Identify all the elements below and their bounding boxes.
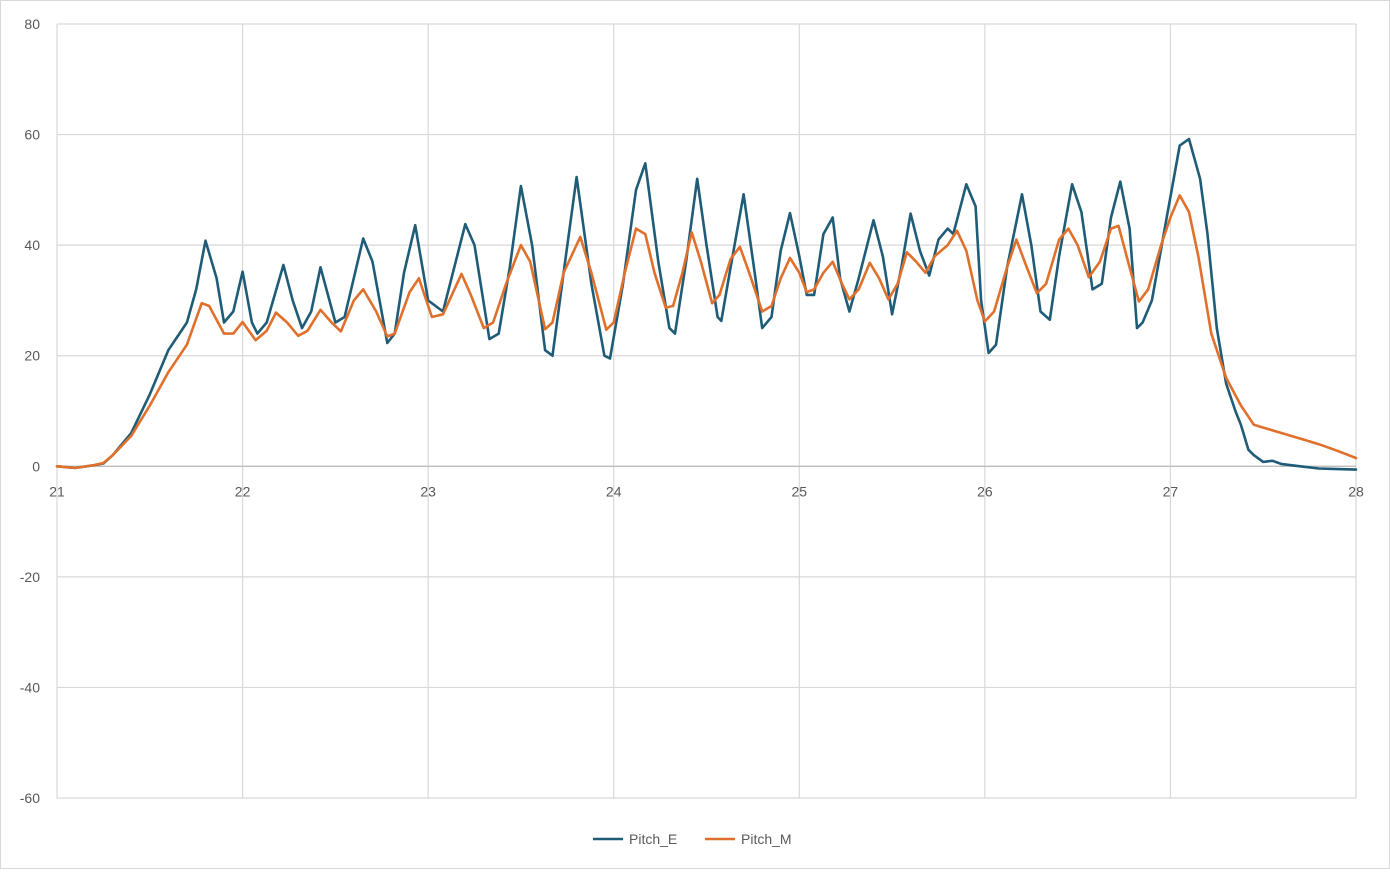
y-tick-label: 20 [24, 348, 40, 364]
legend: Pitch_E Pitch_M [593, 831, 792, 847]
y-tick-label: -40 [20, 679, 40, 695]
y-tick-label: -60 [20, 790, 40, 806]
x-tick-label: 23 [420, 483, 436, 499]
series-line-pitch-e [55, 137, 1358, 471]
series-line-pitch-m [55, 194, 1358, 470]
x-tick-label: 24 [606, 483, 622, 499]
legend-label: Pitch_E [629, 831, 677, 847]
y-tick-label: 60 [24, 127, 40, 143]
y-tick-label: 40 [24, 237, 40, 253]
tick-labels: 80 60 40 20 0 -20 -40 -60 21 22 23 24 25 26 27 28 [20, 16, 1364, 806]
x-tick-label: 21 [49, 483, 65, 499]
x-tick-label: 25 [791, 483, 807, 499]
y-tick-label: 0 [32, 458, 40, 474]
series-lines [55, 137, 1358, 471]
x-tick-label: 26 [977, 483, 993, 499]
y-tick-label: 80 [24, 16, 40, 32]
x-tick-label: 28 [1348, 483, 1364, 499]
x-tick-label: 22 [235, 483, 251, 499]
x-tick-label: 27 [1163, 483, 1179, 499]
gridlines [56, 23, 1357, 799]
legend-label: Pitch_M [741, 831, 792, 847]
y-tick-label: -20 [20, 569, 40, 585]
